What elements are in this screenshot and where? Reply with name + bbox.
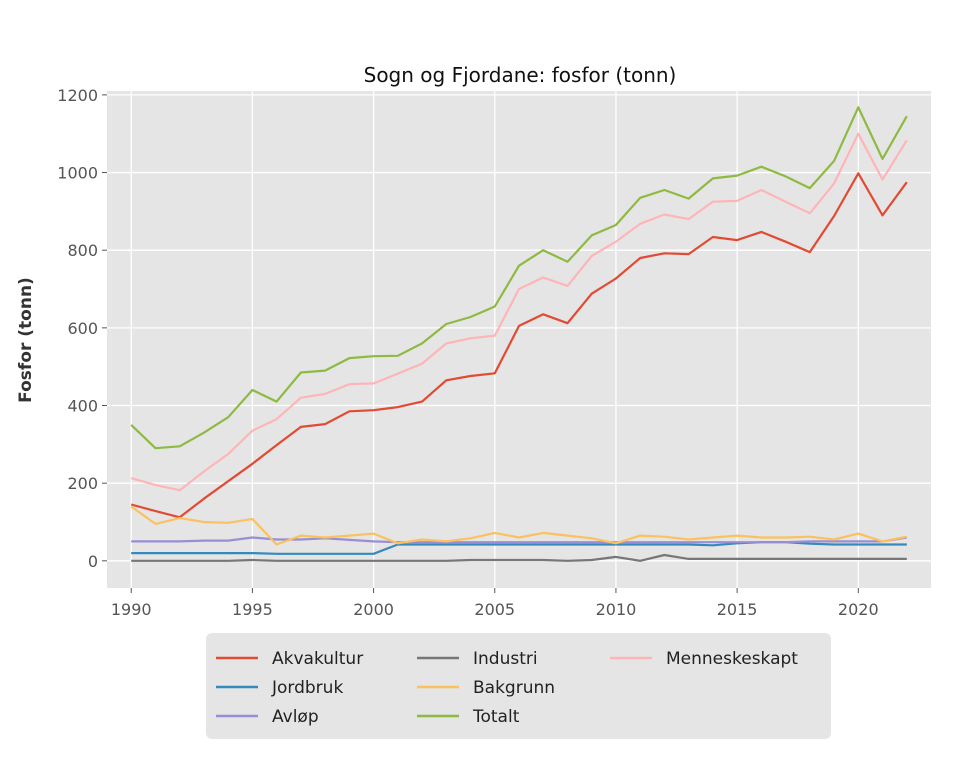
x-tick-label: 1995	[232, 600, 273, 619]
plot-area	[107, 91, 931, 588]
y-tick-label: 0	[88, 552, 98, 571]
y-axis-label: Fosfor (tonn)	[16, 277, 36, 403]
x-tick-label: 2015	[717, 600, 758, 619]
x-tick-label: 2020	[838, 600, 879, 619]
legend: Akvakultur Jordbruk Avløp Industri Bakgrunn T…	[206, 633, 831, 739]
series-line-bakgrunn	[130, 505, 908, 546]
y-tick-label: 600	[67, 319, 98, 338]
legend-label-avlop: Avløp	[272, 707, 319, 727]
legend-label-industri: Industri	[473, 649, 538, 669]
gridlines	[107, 91, 931, 588]
legend-label-jordbruk: Jordbruk	[271, 678, 343, 698]
legend-label-menneskeskapt: Menneskeskapt	[666, 649, 798, 669]
y-tick-label: 800	[67, 241, 98, 260]
legend-label-akvakultur: Akvakultur	[272, 649, 363, 669]
x-tick-label: 2010	[596, 600, 637, 619]
y-axis: 0 200 400 600 800 1000 1200	[57, 86, 107, 571]
x-tick-label: 1990	[111, 600, 152, 619]
x-axis: 1990 1995 2000 2005 2010 2015 2020	[111, 588, 879, 619]
y-tick-label: 1200	[57, 86, 98, 105]
legend-label-totalt: Totalt	[472, 707, 520, 727]
series-lines	[130, 106, 908, 562]
series-line-avlop	[131, 536, 907, 544]
y-tick-label: 200	[67, 474, 98, 493]
x-tick-label: 2005	[474, 600, 515, 619]
series-line-totalt	[130, 106, 908, 450]
y-tick-label: 1000	[57, 164, 98, 183]
x-tick-label: 2000	[353, 600, 394, 619]
series-line-akvakultur	[130, 172, 908, 519]
legend-box	[206, 633, 831, 739]
legend-label-bakgrunn: Bakgrunn	[473, 678, 555, 698]
series-line-industri	[131, 553, 907, 562]
y-tick-label: 400	[67, 397, 98, 416]
series-line-menneskeskapt	[130, 132, 908, 492]
chart-title: Sogn og Fjordane: fosfor (tonn)	[364, 63, 677, 87]
